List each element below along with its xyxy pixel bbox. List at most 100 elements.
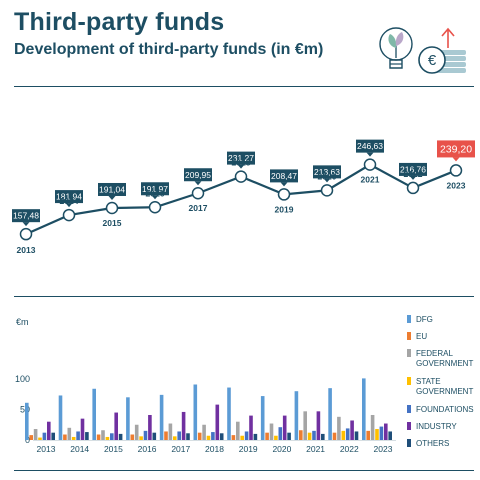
svg-text:191,04: 191,04 [99,185,125,195]
bar [253,433,258,440]
svg-text:157,48: 157,48 [13,211,39,221]
svg-text:€: € [428,52,437,69]
line-point [320,184,334,197]
page-title: Third-party funds [14,8,225,36]
bar [388,431,392,440]
page-subtitle: Development of third-party funds (in €m) [14,41,324,58]
bar [96,434,101,440]
svg-text:208,47: 208,47 [271,171,297,181]
bar [67,427,72,440]
x-tick-label: 2016 [138,444,157,454]
data-label: 239,20 [437,140,475,162]
bar [287,432,291,440]
svg-text:GOVERNMENT: GOVERNMENT [416,387,473,396]
bar [294,391,299,440]
bar [269,423,274,440]
line-point [148,201,162,214]
line-point [62,208,76,222]
svg-text:216,76: 216,76 [400,164,426,174]
bar [181,411,186,440]
bar [76,431,80,440]
bar [101,430,105,440]
svg-text:FOUNDATIONS: FOUNDATIONS [416,405,474,414]
line-point [234,170,248,183]
bar [379,426,384,440]
bar [350,420,354,440]
bar [260,396,265,440]
bar [384,423,388,440]
bar [236,421,240,440]
x-tick-label: 2022 [404,169,423,179]
svg-text:181,94: 181,94 [56,192,82,202]
x-tick-label: 2017 [189,203,208,213]
bar [164,431,168,440]
bar [370,414,375,440]
bar [148,414,152,440]
lightbulb-plant-icon [379,27,413,69]
bar [118,433,123,440]
line-series [25,163,457,236]
data-label: 213,63 [313,165,341,183]
x-tick-label: 2014 [60,196,79,206]
data-label: 231,27 [227,151,255,169]
bar [249,415,253,440]
bar [130,434,135,440]
bar [341,430,346,440]
bar [168,423,173,440]
bar [159,394,164,440]
x-tick-label: 2019 [239,444,258,454]
svg-text:FEDERAL: FEDERAL [416,349,453,358]
line-point [277,188,291,201]
bar [42,432,47,440]
bar [316,411,321,440]
bar [152,432,157,440]
bar [33,429,38,440]
bar [186,433,190,440]
bar [105,436,110,440]
bar [139,436,143,440]
legend-item: EU [407,332,427,341]
bar [278,427,283,440]
x-tick-label: 2013 [37,444,56,454]
bar [80,418,85,440]
svg-text:191,97: 191,97 [142,184,168,194]
bar [47,421,51,440]
svg-text:239,20: 239,20 [440,144,472,156]
bar [265,432,269,440]
legend-item: INDUSTRY [407,422,457,431]
svg-text:INDUSTRY: INDUSTRY [416,422,457,431]
x-tick-label: 2021 [306,444,325,454]
bar [193,384,198,440]
svg-text:231,27: 231,27 [228,153,254,163]
bar [51,432,55,440]
bar [274,435,278,440]
y-tick-label: 50 [20,405,30,415]
bar [63,434,67,440]
bar [240,435,244,440]
x-tick-label: 2022 [340,444,359,454]
line-point [191,186,205,200]
bar [354,431,359,440]
x-tick-label: 2021 [361,175,380,185]
svg-text:GOVERNMENT: GOVERNMENT [416,359,473,368]
x-tick-label: 2023 [447,180,466,190]
legend-item: DFG [407,315,433,324]
header-icons: € [379,27,466,74]
y-tick-label: 0 [25,435,30,445]
y-tick-label: 100 [15,374,30,384]
y-axis-label: €m [16,317,29,327]
svg-text:246,63: 246,63 [357,141,383,151]
footer-divider [14,470,474,471]
data-label: 208,47 [270,169,298,187]
bar [337,416,341,440]
euro-coins-growth-icon: € [418,27,466,74]
bar [71,436,76,440]
legend-item: OTHERS [407,439,449,448]
data-label: 246,63 [356,139,384,157]
bar [25,402,29,440]
bar [244,431,249,440]
bar [126,397,130,440]
section-divider [14,296,474,297]
